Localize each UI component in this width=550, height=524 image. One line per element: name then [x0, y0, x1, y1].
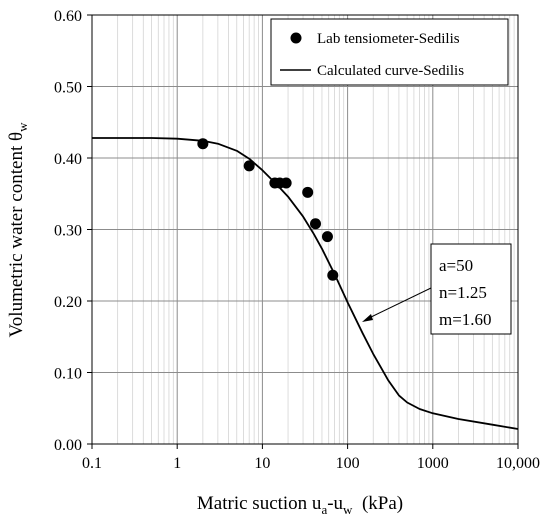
y-axis-ticks: 0.00 0.10 0.20 0.30 0.40 0.50 0.60 — [54, 8, 92, 454]
y-tick-label: 0.50 — [54, 80, 82, 97]
x-tick-label: 10 — [254, 455, 270, 472]
annotation-arrow-head — [362, 314, 373, 322]
annotation-arrow-line — [366, 287, 432, 320]
x-axis-title: Matric suction ua-uw (kPa) — [197, 493, 403, 517]
y-axis-title-sub: w — [15, 122, 30, 132]
data-point-lab-tensiometer — [327, 269, 339, 281]
data-point-lab-tensiometer — [302, 186, 314, 198]
y-tick-label: 0.10 — [54, 366, 82, 383]
y-tick-label: 0.00 — [54, 437, 82, 454]
x-tick-label: 1000 — [417, 455, 449, 472]
x-tick-label: 10,000 — [496, 455, 540, 472]
data-point-lab-tensiometer — [243, 160, 255, 172]
annotation-line-a: a=50 — [439, 256, 473, 275]
legend-label-line: Calculated curve-Sedilis — [317, 63, 464, 79]
legend-marker-points — [290, 32, 302, 44]
data-point-lab-tensiometer — [280, 177, 292, 189]
parameter-annotation: a=50 n=1.25 m=1.60 — [362, 243, 512, 335]
x-tick-label: 100 — [336, 455, 360, 472]
annotation-line-n: n=1.25 — [439, 283, 487, 302]
x-axis-title-sub2: w — [343, 502, 353, 517]
calculated-curve-line — [92, 137, 519, 430]
series-layer — [92, 137, 519, 430]
y-tick-label: 0.60 — [54, 8, 82, 25]
data-point-lab-tensiometer — [310, 218, 322, 230]
x-axis-ticks: 0.1 1 10 100 1000 10,000 — [82, 444, 540, 472]
x-axis-title-mid: -u — [327, 493, 343, 514]
x-axis-title-sub1: a — [321, 502, 327, 517]
annotation-line-m: m=1.60 — [439, 310, 492, 329]
x-tick-label: 0.1 — [82, 455, 102, 472]
data-point-lab-tensiometer — [321, 231, 333, 243]
x-axis-title-main: Matric suction u — [197, 493, 322, 514]
annotation-box — [430, 243, 512, 335]
y-axis-title: Volumetric water content θw — [6, 122, 30, 338]
x-tick-label: 1 — [173, 455, 181, 472]
y-tick-label: 0.20 — [54, 294, 82, 311]
legend-box — [270, 18, 509, 86]
y-axis-title-main: Volumetric water content θ — [6, 132, 27, 338]
legend-label-points: Lab tensiometer-Sedilis — [317, 31, 460, 47]
x-axis-title-tail: (kPa) — [352, 493, 403, 514]
y-tick-label: 0.30 — [54, 223, 82, 240]
y-tick-label: 0.40 — [54, 151, 82, 168]
data-point-lab-tensiometer — [197, 138, 209, 150]
legend: Lab tensiometer-Sedilis Calculated curve… — [270, 18, 509, 86]
